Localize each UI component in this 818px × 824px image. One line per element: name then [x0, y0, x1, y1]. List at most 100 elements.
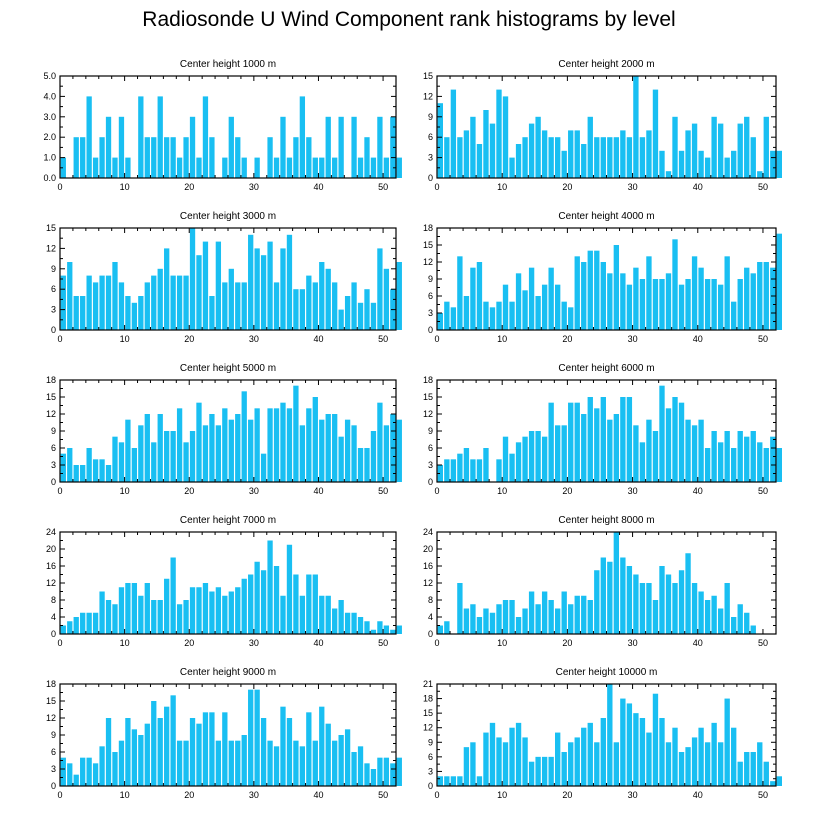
- bar: [60, 757, 66, 786]
- bar: [626, 137, 633, 178]
- bar: [522, 737, 528, 786]
- bar: [273, 157, 280, 178]
- bar: [717, 742, 724, 786]
- bar: [568, 130, 574, 178]
- panel: Center height 6000 m 0 10 20 30 40 50 0 3 6 9 12 15 1…: [423, 363, 782, 496]
- bar: [561, 591, 567, 634]
- bar: [483, 301, 489, 330]
- bar: [659, 718, 665, 786]
- bar: [241, 391, 247, 482]
- bar: [672, 116, 678, 178]
- bar: [496, 89, 502, 178]
- bar: [568, 742, 574, 786]
- bar: [548, 600, 554, 634]
- x-tick-label: 0: [57, 638, 62, 648]
- bar: [299, 289, 306, 330]
- x-tick-label: 0: [434, 486, 439, 496]
- y-tick-label: 3.0: [43, 112, 56, 122]
- y-tick-label: 18: [423, 375, 433, 385]
- x-tick-label: 50: [378, 486, 388, 496]
- bar: [463, 130, 470, 178]
- panel-title: Center height 8000 m: [558, 515, 654, 526]
- bar: [685, 130, 691, 178]
- bar: [581, 727, 587, 786]
- bar: [457, 256, 463, 330]
- x-tick-label: 0: [57, 182, 62, 192]
- bar: [273, 282, 280, 330]
- y-tick-label: 6: [428, 132, 433, 142]
- bar: [183, 137, 189, 178]
- bar: [685, 279, 691, 330]
- x-tick-label: 40: [313, 638, 323, 648]
- bar: [144, 723, 150, 786]
- bar: [164, 248, 170, 330]
- bar: [67, 621, 73, 634]
- bar: [607, 419, 613, 482]
- bar: [744, 116, 750, 178]
- y-tick-label: 15: [423, 392, 433, 402]
- bar: [665, 408, 672, 482]
- bar: [672, 397, 678, 482]
- bar: [338, 600, 344, 634]
- x-tick-label: 40: [313, 790, 323, 800]
- y-tick-label: 2.0: [43, 132, 56, 142]
- bar: [489, 722, 496, 786]
- x-tick-label: 30: [628, 334, 638, 344]
- y-tick-label: 3: [428, 460, 433, 470]
- bar: [105, 600, 112, 634]
- bar: [659, 566, 665, 634]
- bar: [112, 436, 118, 482]
- bar: [306, 275, 312, 330]
- bar: [548, 756, 554, 786]
- bar: [235, 587, 241, 634]
- bar: [60, 157, 66, 178]
- bar: [99, 137, 105, 178]
- y-tick-label: 15: [46, 223, 56, 233]
- bar: [248, 574, 254, 634]
- bar: [555, 425, 561, 482]
- y-tick-label: 15: [423, 708, 433, 718]
- bar: [357, 617, 364, 634]
- x-tick-label: 40: [693, 334, 703, 344]
- bar: [215, 740, 222, 786]
- bar: [626, 397, 633, 482]
- bar: [383, 268, 390, 330]
- bar: [131, 729, 138, 786]
- x-tick-label: 20: [562, 334, 572, 344]
- panel-title: Center height 1000 m: [180, 59, 276, 70]
- bar: [607, 137, 613, 178]
- bar: [332, 608, 338, 634]
- x-tick-label: 0: [57, 790, 62, 800]
- bar: [776, 150, 782, 178]
- bar: [131, 583, 138, 634]
- bar: [528, 591, 535, 634]
- bar: [444, 137, 450, 178]
- bar: [607, 561, 613, 634]
- bar: [138, 425, 144, 482]
- bar: [86, 612, 92, 634]
- bar: [483, 732, 489, 786]
- bar: [444, 459, 450, 482]
- bar: [678, 284, 685, 330]
- bar: [196, 255, 202, 330]
- x-tick-label: 30: [628, 486, 638, 496]
- bar: [717, 123, 724, 178]
- bar: [73, 617, 79, 634]
- bar: [574, 256, 580, 330]
- bar: [437, 103, 443, 178]
- x-tick-label: 50: [378, 334, 388, 344]
- bar: [325, 595, 331, 634]
- bar: [522, 137, 528, 178]
- bar: [457, 453, 463, 482]
- bar: [672, 727, 678, 786]
- bar: [757, 742, 763, 786]
- bar: [60, 275, 66, 330]
- bar: [209, 137, 215, 178]
- y-tick-label: 12: [46, 578, 56, 588]
- bar: [151, 137, 157, 178]
- bar: [157, 414, 163, 482]
- x-tick-label: 50: [758, 638, 768, 648]
- bar: [541, 756, 548, 786]
- bar: [254, 408, 260, 482]
- bar: [151, 701, 157, 786]
